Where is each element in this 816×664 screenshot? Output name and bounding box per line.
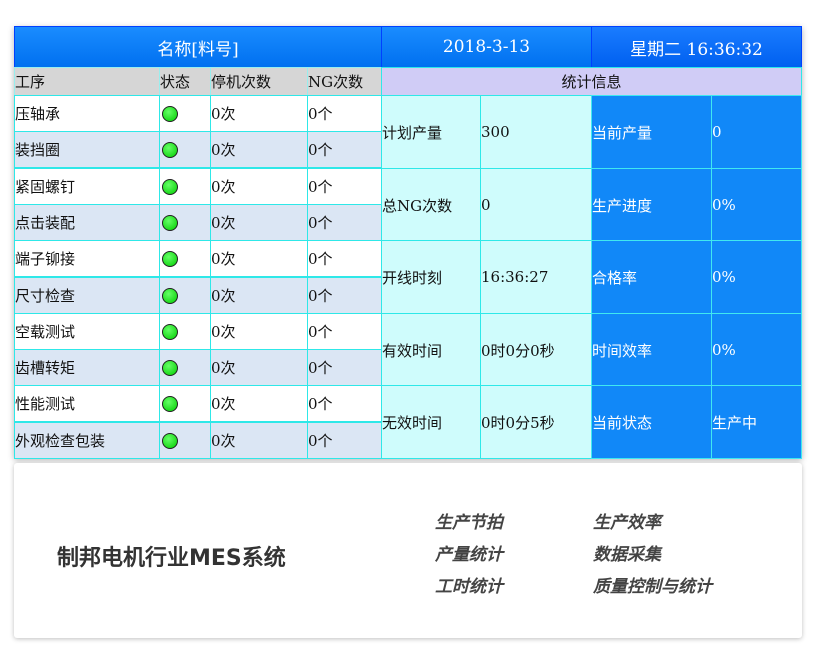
- col-header-stops: 停机次数: [210, 67, 308, 96]
- process-name: 压轴承: [14, 95, 160, 132]
- stat-label: 当前状态: [591, 385, 712, 459]
- status-green-icon: [162, 359, 178, 376]
- col-header-process: 工序: [14, 67, 160, 96]
- stat-label: 当前产量: [591, 95, 712, 169]
- process-stops: 0次: [210, 240, 308, 277]
- process-name: 空载测试: [14, 313, 160, 350]
- process-ng: 0个: [307, 204, 382, 241]
- process-status: [159, 131, 211, 168]
- status-green-icon: [162, 250, 178, 267]
- process-ng: 0个: [307, 131, 382, 168]
- process-name: 尺寸检查: [14, 277, 160, 314]
- process-status: [159, 277, 211, 314]
- process-ng: 0个: [307, 168, 382, 205]
- status-green-icon: [162, 432, 178, 449]
- stat-label: 无效时间: [381, 385, 481, 459]
- feature-item: 工时统计: [435, 577, 503, 597]
- stat-value: 0%: [711, 168, 802, 242]
- process-stops: 0次: [210, 131, 308, 168]
- process-name: 外观检查包装: [14, 422, 160, 459]
- process-status: [159, 385, 211, 422]
- process-name: 性能测试: [14, 385, 160, 422]
- time-display: 星期二 16:36:32: [591, 26, 802, 68]
- process-ng: 0个: [307, 385, 382, 422]
- process-status: [159, 240, 211, 277]
- stat-value: 0: [711, 95, 802, 169]
- process-stops: 0次: [210, 313, 308, 350]
- process-status: [159, 349, 211, 386]
- status-green-icon: [162, 287, 178, 304]
- process-status: [159, 422, 211, 459]
- process-ng: 0个: [307, 349, 382, 386]
- feature-item: 质量控制与统计: [593, 577, 712, 597]
- process-name: 端子铆接: [14, 240, 160, 277]
- stat-value: 生产中: [711, 385, 802, 459]
- stat-value: 0时0分0秒: [480, 313, 592, 387]
- process-stops: 0次: [210, 349, 308, 386]
- feature-item: 产量统计: [435, 545, 503, 565]
- stat-value: 0%: [711, 240, 802, 314]
- stat-value: 0: [480, 168, 592, 242]
- status-green-icon: [162, 178, 178, 195]
- status-green-icon: [162, 141, 178, 158]
- process-status: [159, 168, 211, 205]
- process-ng: 0个: [307, 313, 382, 350]
- process-status: [159, 204, 211, 241]
- process-status: [159, 95, 211, 132]
- stat-label: 计划产量: [381, 95, 481, 169]
- process-name: 紧固螺钉: [14, 168, 160, 205]
- col-header-ng: NG次数: [307, 67, 382, 96]
- stat-label: 合格率: [591, 240, 712, 314]
- process-stops: 0次: [210, 95, 308, 132]
- stat-value: 0时0分5秒: [480, 385, 592, 459]
- process-ng: 0个: [307, 277, 382, 314]
- status-green-icon: [162, 105, 178, 122]
- product-card: 制邦电机行业MES系统 生产节拍 生产效率 产量统计 数据采集 工时统计 质量控…: [14, 463, 802, 638]
- name-header: 名称[料号]: [14, 26, 382, 68]
- stat-label: 生产进度: [591, 168, 712, 242]
- system-title: 制邦电机行业MES系统: [57, 546, 286, 571]
- process-stops: 0次: [210, 204, 308, 241]
- stats-title: 统计信息: [381, 67, 802, 96]
- process-ng: 0个: [307, 240, 382, 277]
- stat-value: 16:36:27: [480, 240, 592, 314]
- feature-item: 生产节拍: [435, 513, 503, 533]
- process-stops: 0次: [210, 277, 308, 314]
- stat-label: 时间效率: [591, 313, 712, 387]
- process-stops: 0次: [210, 168, 308, 205]
- col-header-status: 状态: [159, 67, 211, 96]
- feature-item: 数据采集: [593, 545, 661, 565]
- process-stops: 0次: [210, 422, 308, 459]
- stat-value: 0%: [711, 313, 802, 387]
- process-ng: 0个: [307, 422, 382, 459]
- date-display: 2018-3-13: [381, 26, 592, 68]
- status-green-icon: [162, 323, 178, 340]
- feature-item: 生产效率: [593, 513, 661, 533]
- status-green-icon: [162, 395, 178, 412]
- status-green-icon: [162, 214, 178, 231]
- mes-dashboard: 名称[料号] 2018-3-13 星期二 16:36:32 工序 状态 停机次数…: [14, 26, 802, 459]
- stat-label: 总NG次数: [381, 168, 481, 242]
- stat-value: 300: [480, 95, 592, 169]
- process-name: 点击装配: [14, 204, 160, 241]
- process-name: 齿槽转矩: [14, 349, 160, 386]
- stat-label: 有效时间: [381, 313, 481, 387]
- process-status: [159, 313, 211, 350]
- process-stops: 0次: [210, 385, 308, 422]
- process-ng: 0个: [307, 95, 382, 132]
- stat-label: 开线时刻: [381, 240, 481, 314]
- process-name: 装挡圈: [14, 131, 160, 168]
